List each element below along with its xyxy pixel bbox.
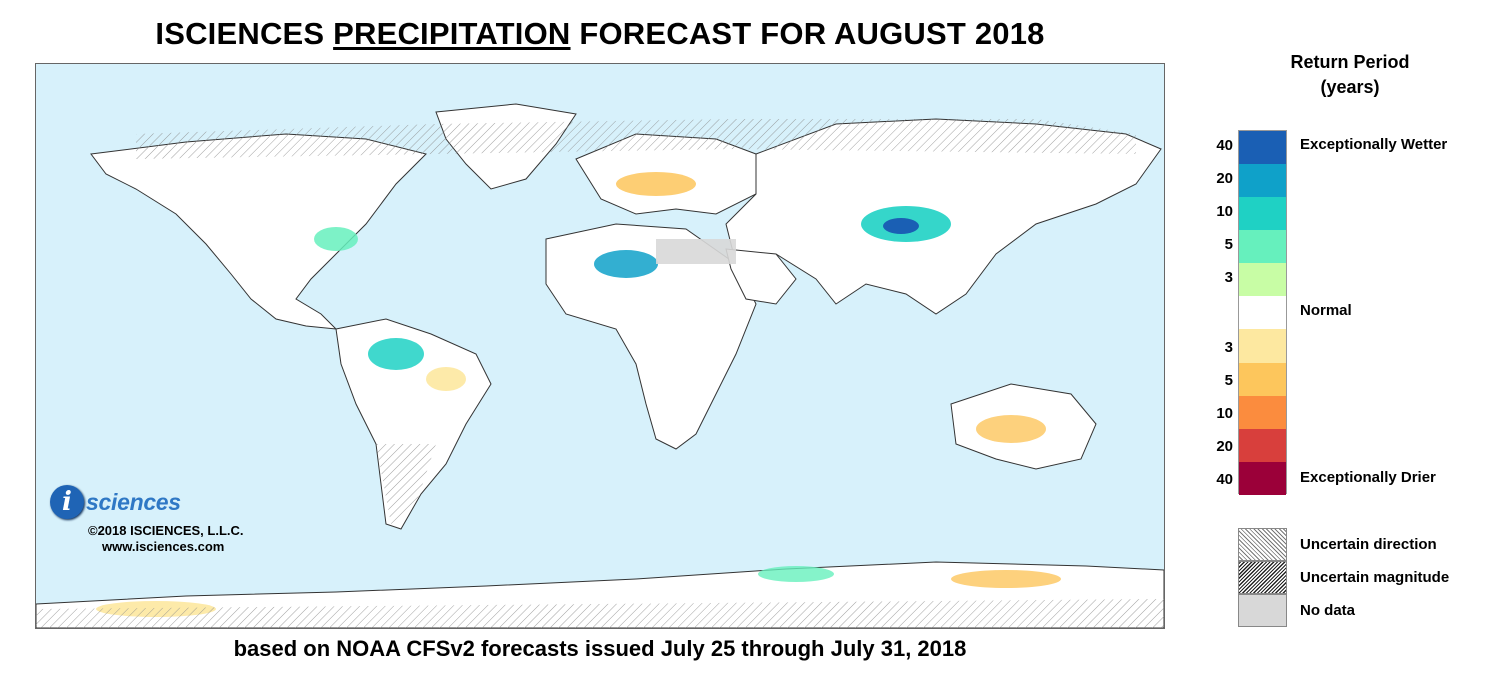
anomaly-dry-australia [976, 415, 1046, 443]
pattern-swatch-uncertain-magnitude [1238, 561, 1287, 594]
hatch-arctic [136, 119, 1136, 159]
anomaly-wet-sahara [594, 250, 658, 278]
copyright-text: ©2018 ISCIENCES, L.L.C. [88, 523, 244, 538]
world-map-canvas [36, 103, 1164, 628]
north-america [90, 133, 427, 330]
color-scale-tick-label: 10 [1216, 405, 1233, 423]
legend-label-uncertain-magnitude: Uncertain magnitude [1300, 569, 1450, 586]
map-title: ISCIENCES PRECIPITATION FORECAST FOR AUG… [35, 16, 1165, 52]
color-scale-tick-label: 10 [1216, 202, 1233, 220]
legend-label-normal: Normal [1300, 302, 1352, 319]
pattern-swatch-no-data [1238, 594, 1287, 627]
color-scale-tick-label: 3 [1224, 339, 1233, 357]
color-scale-swatch [1239, 428, 1286, 462]
logo-wordmark: sciences [86, 488, 181, 515]
color-scale-tick-label: 5 [1224, 235, 1233, 253]
arabia [725, 248, 797, 305]
color-scale-swatch [1239, 230, 1286, 264]
pattern-swatch-uncertain-direction [1238, 528, 1287, 561]
color-scale-tick-label: 5 [1224, 372, 1233, 390]
color-scale-tick-label: 3 [1224, 268, 1233, 286]
anomaly-dry-amazon-south [426, 367, 466, 391]
color-scale-swatch [1239, 362, 1286, 396]
color-scale [1238, 130, 1287, 495]
color-scale-swatch [1239, 296, 1286, 330]
legend-label-uncertain-direction: Uncertain direction [1300, 536, 1437, 553]
anomaly-wet-amazon [368, 338, 424, 370]
color-scale-tick-label: 20 [1216, 438, 1233, 456]
title-prefix: ISCIENCES [155, 16, 334, 51]
legend-title-line2: (years) [1320, 77, 1380, 97]
title-suffix: FORECAST FOR AUGUST 2018 [570, 16, 1045, 51]
anomaly-layer [96, 172, 1061, 617]
legend-label-drier: Exceptionally Drier [1300, 469, 1436, 486]
color-scale-swatch [1239, 131, 1286, 165]
hatch-south-america [376, 444, 436, 524]
map-subtitle: based on NOAA CFSv2 forecasts issued Jul… [233, 636, 967, 661]
no-data-arabia [656, 239, 736, 264]
legend-title-line1: Return Period [1290, 52, 1410, 72]
color-scale-swatch [1239, 263, 1286, 297]
color-scale-swatch [1239, 197, 1286, 231]
color-scale-tick-label: 40 [1216, 471, 1233, 489]
legend-title: Return Period (years) [1255, 50, 1445, 100]
hatch-layer [36, 119, 1164, 628]
color-scale-swatch [1239, 164, 1286, 198]
anomaly-wet-antarctica [758, 566, 834, 582]
isciences-logo: i sciences ©2018 ISCIENCES, L.L.C. www.i… [50, 485, 280, 554]
anomaly-dry-east-antarctica [951, 570, 1061, 588]
world-map [35, 63, 1165, 629]
color-scale-swatch [1239, 395, 1286, 429]
color-scale-swatch [1239, 329, 1286, 363]
color-scale-tick-label: 20 [1216, 169, 1233, 187]
legend-label-wetter: Exceptionally Wetter [1300, 136, 1448, 153]
hatch-antarctica [36, 599, 1164, 628]
logo-mark-row: i sciences [50, 485, 280, 519]
anomaly-exceptional-wet-mongolia [883, 218, 919, 234]
title-emphasis: PRECIPITATION [333, 16, 571, 51]
website-link[interactable]: www.isciences.com [102, 539, 225, 554]
logo-i-badge: i [50, 485, 84, 519]
color-scale-swatch [1239, 461, 1286, 495]
anomaly-dry-europe [616, 172, 696, 196]
legend-label-no-data: No data [1300, 602, 1356, 619]
anomaly-wet-eastern-us [314, 227, 358, 251]
color-scale-tick-label: 40 [1216, 136, 1233, 154]
